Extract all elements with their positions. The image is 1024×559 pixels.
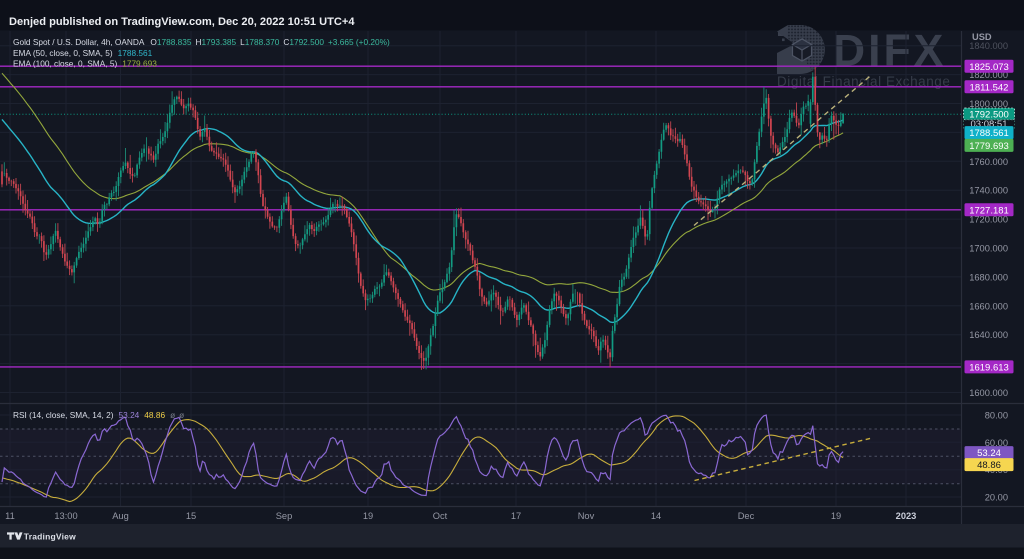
svg-text:Oct: Oct bbox=[433, 511, 448, 521]
svg-text:53.24: 53.24 bbox=[977, 448, 1001, 459]
svg-text:19: 19 bbox=[831, 511, 841, 521]
svg-text:Gold Spot / U.S. Dollar, 4h, O: Gold Spot / U.S. Dollar, 4h, OANDA O1788.… bbox=[13, 37, 390, 47]
svg-text:1660.000: 1660.000 bbox=[969, 301, 1008, 311]
svg-text:1727.181: 1727.181 bbox=[969, 205, 1009, 216]
svg-text:EMA (50, close, 0, SMA, 5)1788: EMA (50, close, 0, SMA, 5) 1788.561 bbox=[13, 48, 153, 58]
svg-text:1820.000: 1820.000 bbox=[969, 70, 1008, 80]
svg-text:1840.000: 1840.000 bbox=[969, 41, 1008, 51]
svg-text:13:00: 13:00 bbox=[54, 511, 77, 521]
svg-text:15: 15 bbox=[186, 511, 196, 521]
svg-text:14: 14 bbox=[651, 511, 661, 521]
svg-text:1720.000: 1720.000 bbox=[969, 215, 1008, 225]
svg-text:17: 17 bbox=[511, 511, 521, 521]
svg-text:1700.000: 1700.000 bbox=[969, 244, 1008, 254]
svg-text:60.00: 60.00 bbox=[985, 438, 1008, 448]
svg-text:Sep: Sep bbox=[276, 511, 293, 521]
svg-text:48.86: 48.86 bbox=[977, 460, 1001, 471]
svg-text:20.00: 20.00 bbox=[985, 493, 1008, 503]
svg-text:1640.000: 1640.000 bbox=[969, 330, 1008, 340]
svg-text:1680.000: 1680.000 bbox=[969, 272, 1008, 282]
svg-text:1619.613: 1619.613 bbox=[969, 363, 1009, 374]
svg-text:2023: 2023 bbox=[896, 511, 917, 521]
svg-text:Aug: Aug bbox=[112, 511, 129, 521]
svg-text:1600.000: 1600.000 bbox=[969, 388, 1008, 398]
svg-text:11: 11 bbox=[5, 511, 15, 521]
svg-text:19: 19 bbox=[363, 511, 373, 521]
svg-text:Denjed published on TradingVie: Denjed published on TradingView.com, Dec… bbox=[9, 16, 355, 28]
svg-text:Dec: Dec bbox=[738, 511, 755, 521]
svg-text:EMA (100, close, 0, SMA, 5)177: EMA (100, close, 0, SMA, 5) 1779.693 bbox=[13, 59, 157, 69]
svg-text:1760.000: 1760.000 bbox=[969, 157, 1008, 167]
svg-text:1740.000: 1740.000 bbox=[969, 186, 1008, 196]
svg-text:USD: USD bbox=[972, 32, 992, 42]
svg-text:1811.542: 1811.542 bbox=[970, 82, 1009, 93]
svg-text:DIFX: DIFX bbox=[833, 27, 946, 76]
svg-text:Digital Financial Exchange: Digital Financial Exchange bbox=[777, 74, 950, 89]
svg-text:1792.500: 1792.500 bbox=[969, 110, 1009, 121]
svg-text:RSI (14, close, SMA, 14, 2)53.: RSI (14, close, SMA, 14, 2) 53.24 48.86 ø ø bbox=[13, 410, 184, 420]
svg-text:03:08:51: 03:08:51 bbox=[971, 119, 1008, 130]
svg-text:1825.073: 1825.073 bbox=[969, 62, 1009, 73]
svg-text:1788.561: 1788.561 bbox=[969, 128, 1009, 139]
svg-text:80.00: 80.00 bbox=[985, 411, 1008, 421]
svg-text:Nov: Nov bbox=[578, 511, 595, 521]
svg-text:1779.693: 1779.693 bbox=[969, 141, 1009, 152]
svg-text:TradingView: TradingView bbox=[24, 532, 76, 542]
svg-text:1800.000: 1800.000 bbox=[969, 99, 1008, 109]
